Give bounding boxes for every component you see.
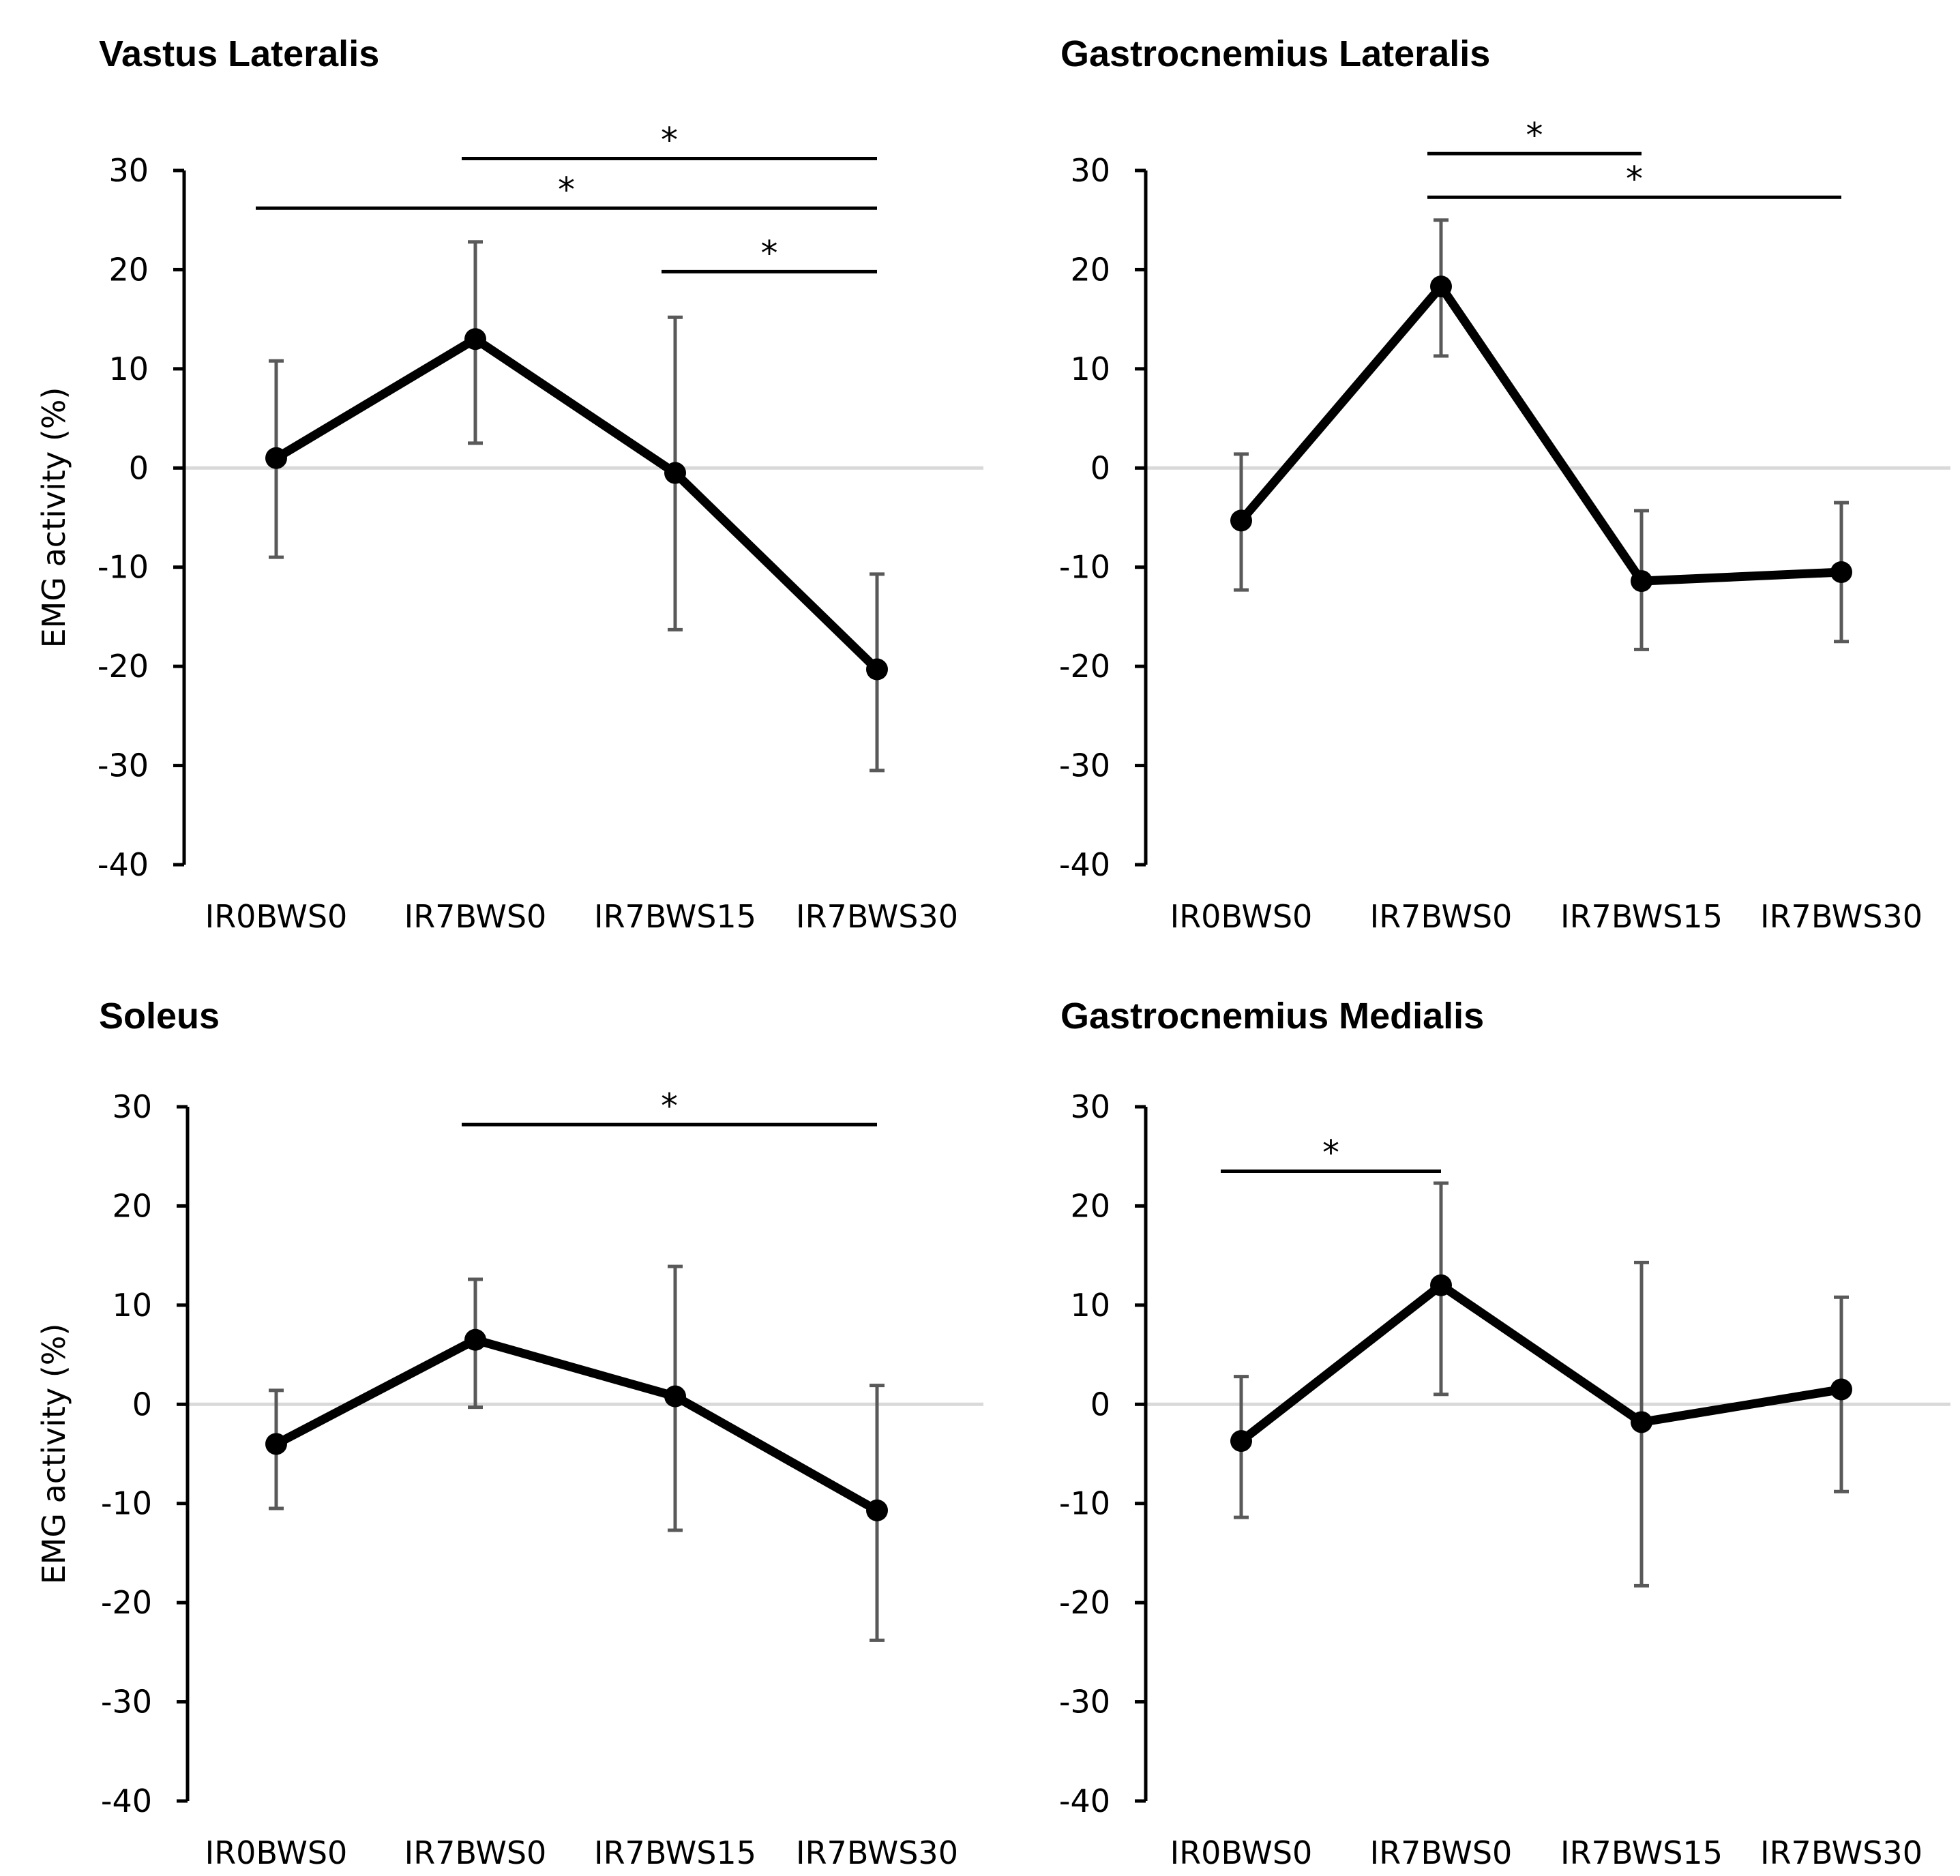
- y-tick-label: -30: [101, 1684, 152, 1721]
- significance-star: *: [558, 170, 575, 209]
- y-tick-label: -20: [1059, 648, 1110, 685]
- data-point: [1830, 1378, 1852, 1401]
- y-tick-label: -40: [98, 846, 149, 883]
- y-tick-label: 20: [1070, 1187, 1110, 1224]
- y-tick-label: -30: [98, 747, 149, 784]
- data-point: [664, 1385, 686, 1408]
- y-tick-label: -20: [101, 1584, 152, 1621]
- significance-star: *: [661, 1086, 678, 1126]
- y-tick-label: 10: [108, 351, 149, 387]
- data-point: [464, 328, 486, 351]
- y-tick-label: -10: [1059, 1485, 1110, 1522]
- data-point: [1230, 509, 1252, 532]
- y-tick-label: 0: [1090, 1386, 1110, 1423]
- y-tick-label: 30: [112, 1088, 152, 1125]
- chart-panel-2: Gastrocnemius Lateralis 30 20 10 0 -10 -20 -30 -…: [1059, 33, 1950, 935]
- x-category-label: IR0BWS0: [205, 1834, 348, 1871]
- series-line: [1238, 282, 1842, 586]
- y-tick-label: 0: [132, 1386, 152, 1423]
- series-line: [273, 334, 880, 673]
- y-tick-label: -30: [1059, 1684, 1110, 1721]
- chart-panel-4: Gastrocnemius Medialis 30 20 10 0 -10 -20 -30 -4…: [1059, 996, 1950, 1871]
- data-point: [866, 1499, 888, 1521]
- chart-panel-3: Soleus EMG activity (%) 30 20 10 0 -10 -20 -30 -4…: [35, 996, 983, 1871]
- y-tick-label: 10: [1070, 351, 1110, 387]
- significance-star: *: [1626, 159, 1643, 198]
- panel-title: Gastrocnemius Lateralis: [1060, 33, 1490, 74]
- x-category-label: IR7BWS0: [1370, 898, 1513, 935]
- y-tick-label: 30: [108, 152, 149, 189]
- x-category-label: IR7BWS15: [594, 1834, 756, 1871]
- y-tick-label: -30: [1059, 747, 1110, 784]
- x-category-label: IR7BWS15: [594, 898, 756, 935]
- series-line: [1238, 1281, 1843, 1445]
- y-tick-label: 10: [1070, 1287, 1110, 1324]
- x-category-label: IR7BWS30: [1760, 898, 1922, 935]
- y-tick-label: -20: [1059, 1584, 1110, 1621]
- data-point: [464, 1328, 486, 1351]
- x-category-label: IR7BWS15: [1560, 1834, 1723, 1871]
- x-category-label: IR7BWS0: [1370, 1834, 1513, 1871]
- data-point: [1230, 1430, 1252, 1453]
- x-category-label: IR7BWS30: [796, 898, 958, 935]
- y-tick-label: -20: [98, 648, 149, 685]
- y-axis-title: EMG activity (%): [35, 387, 72, 649]
- data-point: [1631, 570, 1652, 593]
- y-tick-label: 30: [1070, 152, 1110, 189]
- y-tick-label: -40: [101, 1783, 152, 1819]
- data-point: [664, 462, 686, 484]
- y-tick-label: 0: [129, 449, 149, 486]
- y-tick-label: 10: [112, 1287, 152, 1324]
- y-tick-label: -10: [98, 549, 149, 586]
- x-category-label: IR0BWS0: [1170, 898, 1313, 935]
- data-point: [1430, 1274, 1452, 1296]
- x-category-label: IR7BWS15: [1560, 898, 1723, 935]
- significance-star: *: [1322, 1133, 1339, 1173]
- significance-star: *: [1526, 115, 1543, 155]
- y-tick-label: 0: [1090, 449, 1110, 486]
- panel-title: Soleus: [99, 996, 220, 1037]
- x-category-label: IR7BWS30: [1760, 1834, 1922, 1871]
- y-tick-label: 20: [108, 251, 149, 288]
- x-category-label: IR7BWS0: [404, 898, 547, 935]
- y-tick-label: -10: [101, 1485, 152, 1522]
- x-category-label: IR0BWS0: [205, 898, 348, 935]
- data-point: [866, 658, 888, 681]
- series-line: [273, 1335, 880, 1515]
- y-tick-label: 20: [1070, 251, 1110, 288]
- x-category-label: IR7BWS30: [796, 1834, 958, 1871]
- data-point: [1631, 1411, 1652, 1433]
- data-point: [1830, 561, 1852, 583]
- y-tick-label: 20: [112, 1187, 152, 1224]
- chart-panel-1: Vastus Lateralis EMG activity (%) 30 20 10 0 -…: [35, 33, 983, 935]
- panel-title: Gastrocnemius Medialis: [1060, 996, 1484, 1037]
- x-category-label: IR7BWS0: [404, 1834, 547, 1871]
- panel-title: Vastus Lateralis: [99, 33, 379, 74]
- data-point: [1430, 276, 1452, 298]
- y-tick-label: -10: [1059, 549, 1110, 586]
- y-tick-label: -40: [1059, 846, 1110, 883]
- significance-star: *: [661, 121, 678, 160]
- x-category-label: IR0BWS0: [1170, 1834, 1313, 1871]
- y-tick-label: -40: [1059, 1783, 1110, 1819]
- y-axis-title: EMG activity (%): [35, 1324, 72, 1585]
- data-point: [265, 447, 287, 469]
- y-tick-label: 30: [1070, 1088, 1110, 1125]
- significance-star: *: [761, 233, 778, 273]
- data-point: [265, 1433, 287, 1455]
